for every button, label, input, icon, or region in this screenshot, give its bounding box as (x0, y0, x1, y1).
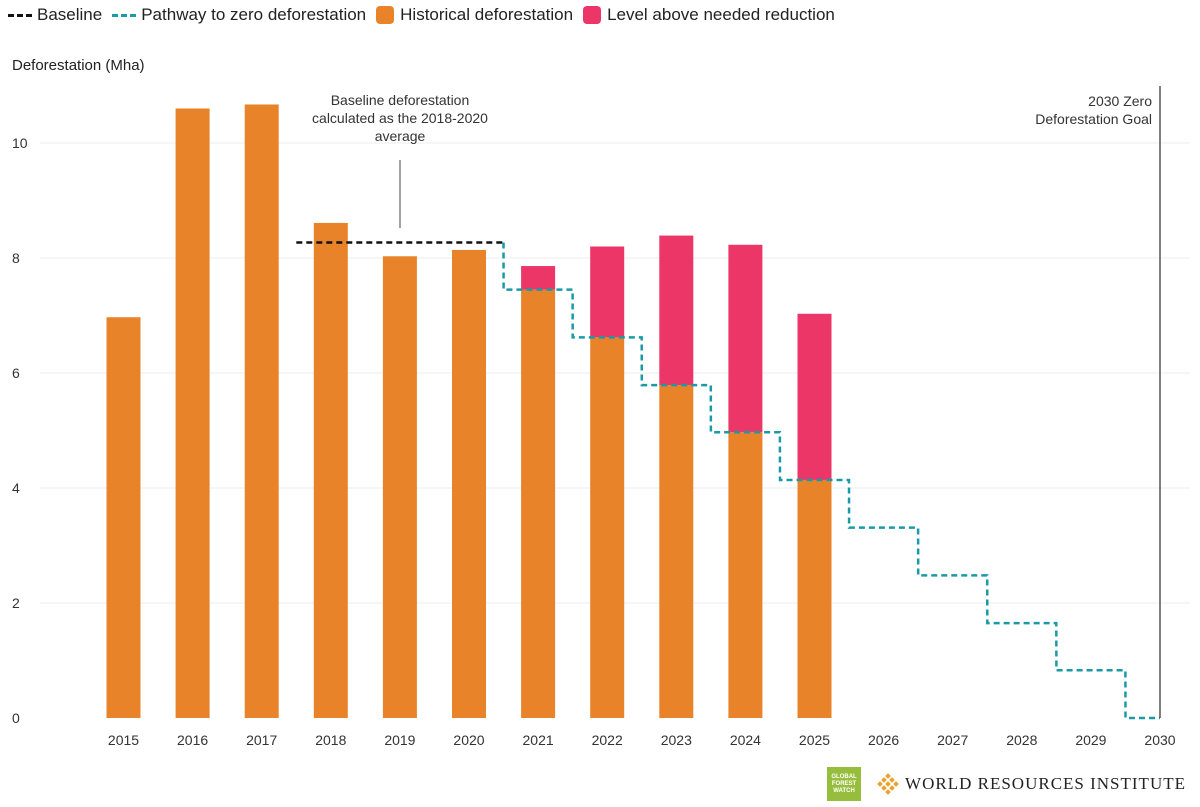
y-tick-label: 2 (12, 595, 20, 611)
wri-logo-text: WORLD RESOURCES INSTITUTE (905, 774, 1186, 793)
above-reduction-bar (728, 244, 763, 433)
x-tick-label: 2025 (799, 732, 830, 748)
historical-bar (797, 479, 832, 718)
above-reduction-bar (590, 246, 625, 338)
x-tick-label: 2016 (177, 732, 208, 748)
historical-bar (175, 108, 210, 718)
x-tick-label: 2022 (592, 732, 623, 748)
y-tick-label: 6 (12, 365, 20, 381)
historical-bar (521, 289, 556, 718)
footer-logos: GLOBAL FOREST WATCH WORLD RESOURCES INST… (827, 767, 1186, 801)
x-tick-label: 2024 (730, 732, 761, 748)
y-tick-label: 8 (12, 250, 20, 266)
historical-bar (244, 104, 279, 719)
historical-bar (106, 317, 141, 718)
baseline-swatch-icon (8, 13, 32, 17)
historical-bar (728, 432, 763, 718)
x-tick-label: 2020 (453, 732, 484, 748)
historical-bar (590, 337, 625, 718)
x-tick-label: 2030 (1144, 732, 1175, 748)
annotation-baseline-text: Baseline deforestation (331, 92, 470, 108)
wri-logo-icon (877, 773, 899, 795)
annotation-goal-text: 2030 Zero (1088, 93, 1152, 109)
legend-label-above: Level above needed reduction (607, 5, 835, 24)
annotation-goal-text: Deforestation Goal (1035, 111, 1152, 127)
deforestation-chart: Deforestation (Mha) 0 2 4 6 8 10 2015 2016 2017 20… (12, 57, 1190, 748)
x-tick-label: 2019 (384, 732, 415, 748)
annotation-baseline-text: average (375, 128, 426, 144)
above-reduction-bar (521, 266, 556, 290)
x-tick-label: 2018 (315, 732, 346, 748)
gfw-logo-line: GLOBAL (831, 773, 857, 780)
legend-label-baseline: Baseline (37, 5, 103, 24)
legend-item-above: Level above needed reduction (583, 5, 835, 25)
x-tick-label: 2029 (1075, 732, 1106, 748)
historical-bar (382, 256, 417, 718)
annotation-baseline-text: calculated as the 2018-2020 (312, 110, 488, 126)
gfw-logo: GLOBAL FOREST WATCH (827, 767, 862, 801)
x-tick-label: 2021 (523, 732, 554, 748)
legend-label-historical: Historical deforestation (400, 5, 574, 24)
historical-bar (313, 222, 348, 719)
y-tick-label: 4 (12, 480, 20, 496)
historical-swatch-icon (376, 6, 395, 24)
y-tick-label: 10 (12, 135, 28, 151)
above-swatch-icon (583, 6, 602, 24)
historical-bar (659, 385, 694, 718)
above-reduction-bar (659, 235, 694, 386)
above-reduction-bar (797, 313, 832, 480)
x-tick-label: 2023 (661, 732, 692, 748)
y-axis-label: Deforestation (Mha) (12, 57, 145, 74)
legend: Baseline Pathway to zero deforestation H… (8, 2, 845, 28)
gfw-logo-line: WATCH (833, 787, 855, 794)
historical-bar (452, 249, 486, 718)
x-tick-label: 2017 (246, 732, 277, 748)
legend-item-pathway: Pathway to zero deforestation (112, 5, 366, 25)
pathway-swatch-icon (112, 13, 137, 17)
pathway-line (502, 242, 1160, 720)
x-tick-label: 2028 (1006, 732, 1037, 748)
x-tick-label: 2027 (937, 732, 968, 748)
x-tick-label: 2015 (108, 732, 139, 748)
gfw-logo-line: FOREST (831, 780, 857, 787)
legend-item-baseline: Baseline (8, 5, 102, 25)
y-tick-label: 0 (12, 710, 20, 726)
legend-label-pathway: Pathway to zero deforestation (141, 5, 367, 24)
x-tick-label: 2026 (868, 732, 899, 748)
legend-item-historical: Historical deforestation (376, 5, 573, 25)
